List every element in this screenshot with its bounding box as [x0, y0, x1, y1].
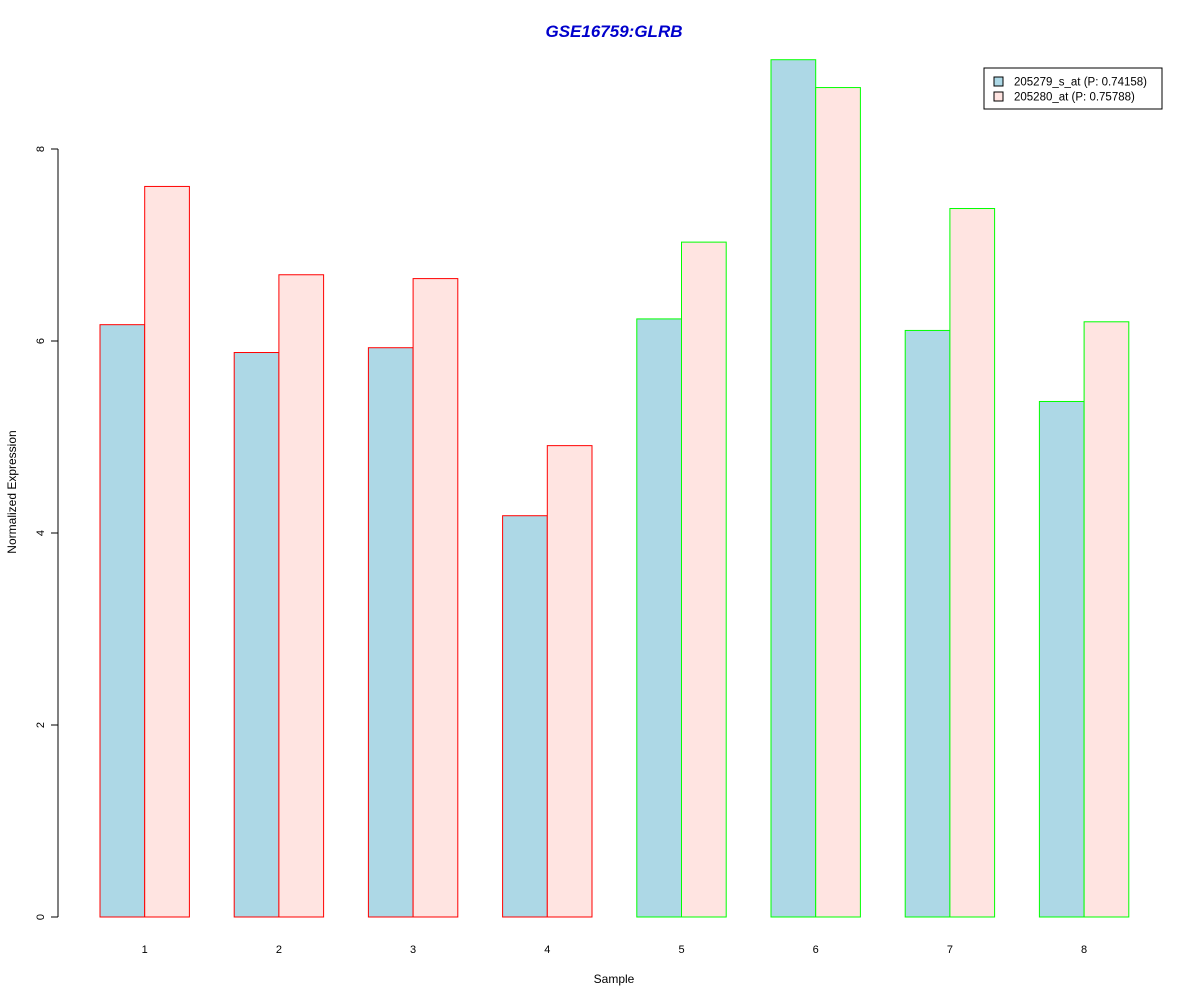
y-axis: 0 2 4 6 8	[35, 146, 59, 920]
bar-sample-6-series-1	[770, 59, 817, 918]
x-tick-label: 1	[142, 944, 148, 956]
bar-sample-2-series-2	[278, 274, 325, 918]
x-tick-label: 8	[1081, 944, 1087, 956]
bar-sample-8-series-2	[1083, 321, 1130, 918]
x-tick-label: 6	[813, 944, 819, 956]
legend-box	[983, 67, 1163, 110]
legend-label-series-1: 205279_s_at (P: 0.74158)	[1014, 77, 1147, 89]
bar-sample-8-series-1	[1038, 400, 1085, 918]
x-tick-label: 4	[544, 944, 550, 956]
y-axis-label: Normalized Expression	[5, 430, 19, 553]
bar-sample-4-series-1	[502, 515, 548, 918]
x-tick-label: 2	[276, 944, 282, 956]
bar-sample-6-series-2	[815, 87, 861, 918]
x-tick-label: 7	[947, 944, 953, 956]
bar-sample-1-series-1	[99, 324, 146, 918]
y-tick-label: 6	[35, 338, 47, 344]
y-tick-label: 4	[35, 530, 47, 536]
y-tick-label: 8	[35, 146, 47, 152]
x-tick-label: 5	[678, 944, 684, 956]
x-tick-label: 3	[410, 944, 416, 956]
bar-sample-3-series-1	[367, 347, 414, 918]
y-tick-label: 0	[35, 914, 47, 920]
x-axis-tick-labels: 1 2 3 4 5 6 7 8	[142, 944, 1088, 956]
bar-sample-1-series-2	[144, 185, 190, 918]
bar-sample-2-series-1	[233, 352, 280, 918]
bar-groups	[99, 59, 1130, 918]
bar-sample-5-series-2	[681, 241, 727, 918]
x-axis-label: Sample	[594, 972, 635, 986]
legend-label-series-2: 205280_at (P: 0.75788)	[1014, 92, 1135, 104]
legend: 205279_s_at (P: 0.74158) 205280_at (P: 0…	[983, 67, 1163, 110]
legend-swatch-series-1	[993, 76, 1004, 87]
bar-sample-7-series-1	[904, 329, 951, 918]
chart-title: GSE16759:GLRB	[546, 22, 683, 41]
bar-sample-3-series-2	[412, 278, 459, 918]
legend-swatch-series-2	[993, 91, 1004, 102]
bar-sample-7-series-2	[949, 208, 996, 918]
y-tick-label: 2	[35, 722, 47, 728]
bar-sample-4-series-2	[546, 445, 593, 918]
bar-sample-5-series-1	[636, 318, 682, 918]
